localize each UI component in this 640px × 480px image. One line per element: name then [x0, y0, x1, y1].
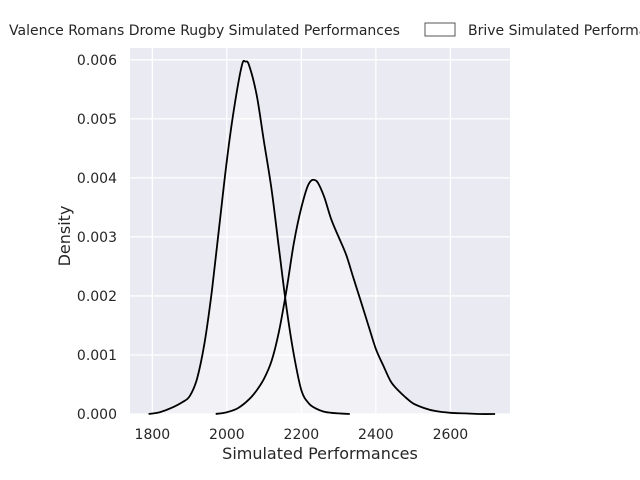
density-curves — [148, 59, 496, 415]
plot-background — [130, 48, 510, 414]
density-curve-series-1 — [215, 178, 496, 415]
x-tick-label: 2600 — [433, 427, 469, 443]
y-tick-label: 0.002 — [77, 289, 117, 305]
x-tick-label: 1800 — [135, 427, 171, 443]
x-tick-label: 2000 — [209, 427, 245, 443]
density-fill-series-0 — [148, 60, 350, 414]
y-tick-label: 0.000 — [77, 407, 117, 423]
y-tick-label: 0.003 — [77, 230, 117, 246]
grid-lines — [130, 48, 510, 415]
x-axis-label: Simulated Performances — [222, 444, 418, 463]
density-curve-series-0 — [148, 59, 350, 415]
y-tick-label: 0.004 — [77, 171, 117, 187]
x-axis-ticks: 1800 2000 2200 2400 2600 — [135, 427, 469, 443]
legend-label-brive: Brive Simulated Performances — [468, 23, 640, 39]
y-tick-label: 0.006 — [77, 53, 117, 69]
density-fills — [148, 60, 496, 415]
y-axis-label: Density — [55, 206, 74, 267]
legend-label-valence: Valence Romans Drome Rugby Simulated Per… — [9, 23, 400, 39]
x-tick-label: 2400 — [358, 427, 394, 443]
legend-swatch-brive — [424, 22, 456, 37]
y-tick-label: 0.001 — [77, 348, 117, 364]
y-tick-label: 0.005 — [77, 112, 117, 128]
legend: Valence Romans Drome Rugby Simulated Per… — [9, 22, 640, 39]
y-axis-ticks: 0.000 0.001 0.002 0.003 0.004 0.005 0.006 — [77, 53, 117, 423]
x-tick-label: 2200 — [284, 427, 320, 443]
density-fill-series-1 — [215, 179, 496, 415]
